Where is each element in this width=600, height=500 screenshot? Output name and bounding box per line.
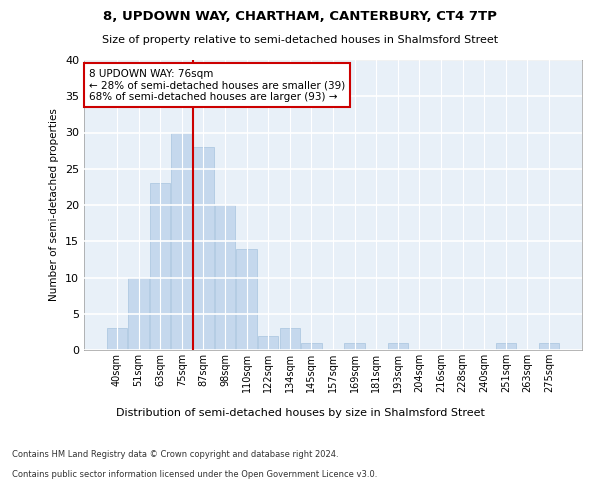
- Bar: [236, 248, 257, 350]
- Text: Size of property relative to semi-detached houses in Shalmsford Street: Size of property relative to semi-detach…: [102, 35, 498, 45]
- Bar: [215, 205, 235, 350]
- Text: Contains HM Land Registry data © Crown copyright and database right 2024.: Contains HM Land Registry data © Crown c…: [12, 450, 338, 459]
- Bar: [344, 343, 365, 350]
- Bar: [258, 336, 278, 350]
- Text: Distribution of semi-detached houses by size in Shalmsford Street: Distribution of semi-detached houses by …: [116, 408, 484, 418]
- Bar: [496, 343, 516, 350]
- Text: Contains public sector information licensed under the Open Government Licence v3: Contains public sector information licen…: [12, 470, 377, 479]
- Bar: [539, 343, 559, 350]
- Bar: [107, 328, 127, 350]
- Y-axis label: Number of semi-detached properties: Number of semi-detached properties: [49, 108, 59, 302]
- Text: 8, UPDOWN WAY, CHARTHAM, CANTERBURY, CT4 7TP: 8, UPDOWN WAY, CHARTHAM, CANTERBURY, CT4…: [103, 10, 497, 23]
- Bar: [172, 132, 192, 350]
- Text: 8 UPDOWN WAY: 76sqm
← 28% of semi-detached houses are smaller (39)
68% of semi-d: 8 UPDOWN WAY: 76sqm ← 28% of semi-detach…: [89, 68, 345, 102]
- Bar: [193, 147, 214, 350]
- Bar: [388, 343, 408, 350]
- Bar: [280, 328, 300, 350]
- Bar: [301, 343, 322, 350]
- Bar: [150, 183, 170, 350]
- Bar: [128, 278, 149, 350]
